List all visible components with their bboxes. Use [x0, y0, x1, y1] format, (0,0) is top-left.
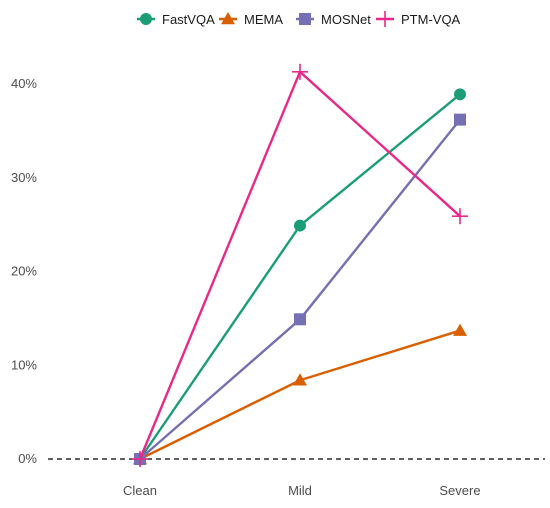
series-line [139, 93, 461, 460]
series-line [138, 70, 461, 460]
legend-label: MEMA [244, 12, 283, 27]
data-point [132, 451, 148, 467]
y-tick-label: 0% [18, 451, 37, 466]
data-point [454, 88, 466, 101]
y-tick-label: 40% [11, 76, 37, 91]
legend-marker [221, 12, 235, 25]
legend: FastVQA MEMA MOSNet PTM-VQA [137, 11, 461, 27]
data-point [452, 208, 468, 225]
y-axis: 0% 10% 20% 30% 40% [11, 76, 545, 466]
y-tick-label: 20% [11, 264, 37, 279]
series-ptm-vqa [132, 63, 468, 467]
y-tick-label: 30% [11, 170, 37, 185]
series-mosnet [134, 113, 466, 465]
legend-marker [299, 13, 311, 25]
legend-item: PTM-VQA [376, 11, 461, 27]
series-mema [133, 323, 467, 465]
legend-label: PTM-VQA [401, 12, 461, 27]
legend-item: MOSNet [296, 12, 371, 27]
data-point [453, 323, 467, 336]
legend-item: MEMA [219, 12, 283, 27]
data-point [294, 313, 306, 326]
legend-marker [377, 11, 393, 27]
data-point [292, 63, 308, 80]
legend-item: FastVQA [137, 12, 215, 27]
data-point [293, 373, 307, 386]
data-point [294, 219, 306, 232]
legend-marker [140, 13, 152, 25]
data-point [454, 113, 466, 126]
legend-label: MOSNet [321, 12, 371, 27]
x-tick-label: Clean [123, 483, 157, 498]
x-axis: Clean Mild Severe [123, 483, 481, 498]
y-tick-label: 10% [11, 357, 37, 372]
x-tick-label: Mild [288, 483, 312, 498]
x-tick-label: Severe [439, 483, 480, 498]
plot-area [132, 63, 468, 467]
series-line [139, 329, 461, 461]
series-line [139, 118, 461, 460]
legend-label: FastVQA [162, 12, 215, 27]
series-fastvqa [134, 88, 466, 465]
